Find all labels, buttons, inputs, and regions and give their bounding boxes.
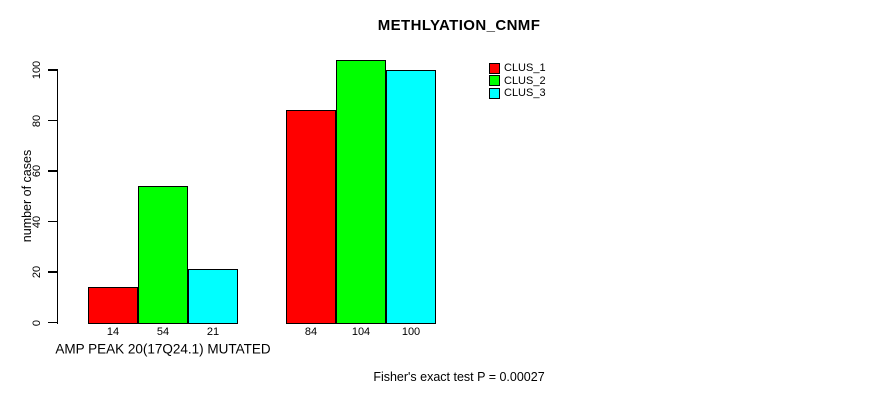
legend-item: CLUS_3	[489, 87, 546, 100]
bar-clus_1-group2	[286, 110, 336, 324]
y-tick	[48, 119, 57, 122]
y-tick	[48, 271, 57, 273]
bar-clus_1-group1	[88, 287, 138, 324]
x-axis-label: AMP PEAK 20(17Q24.1) MUTATED	[55, 341, 271, 356]
bar-value-label: 100	[401, 325, 421, 338]
bar-clus_3-group2	[386, 70, 436, 324]
y-tick-label: 100	[31, 60, 43, 80]
legend: CLUS_1 CLUS_2 CLUS_3	[489, 62, 546, 100]
legend-label: CLUS_3	[504, 87, 546, 100]
bar-value-label: 14	[106, 325, 120, 338]
bar-clus_2-group1	[138, 186, 188, 324]
legend-label: CLUS_2	[504, 74, 546, 87]
legend-swatch-clus-2	[489, 75, 500, 87]
y-tick-label: 0	[31, 319, 43, 326]
footer-text: Fisher's exact test P = 0.00027	[373, 370, 545, 384]
y-tick	[48, 170, 57, 172]
chart-title: METHLYATION_CNMF	[377, 17, 541, 34]
y-tick-label: 80	[31, 114, 43, 127]
y-axis-line	[57, 69, 59, 324]
bar-clus_2-group2	[336, 59, 386, 324]
legend-label: CLUS_1	[504, 62, 546, 75]
legend-swatch-clus-3	[489, 87, 500, 99]
bar-value-label: 104	[351, 325, 371, 338]
y-tick	[48, 69, 57, 71]
legend-item: CLUS_2	[489, 75, 546, 88]
legend-item: CLUS_1	[489, 62, 546, 75]
bar-value-label: 54	[156, 325, 170, 338]
y-tick-label: 20	[31, 265, 43, 279]
bar-clus_3-group1	[188, 269, 238, 324]
bar-value-label: 21	[206, 325, 220, 338]
y-axis-label: number of cases	[19, 149, 34, 243]
bar-value-label: 84	[304, 325, 318, 338]
y-tick	[48, 220, 57, 223]
legend-swatch-clus-1	[489, 62, 500, 74]
y-tick	[48, 321, 57, 324]
